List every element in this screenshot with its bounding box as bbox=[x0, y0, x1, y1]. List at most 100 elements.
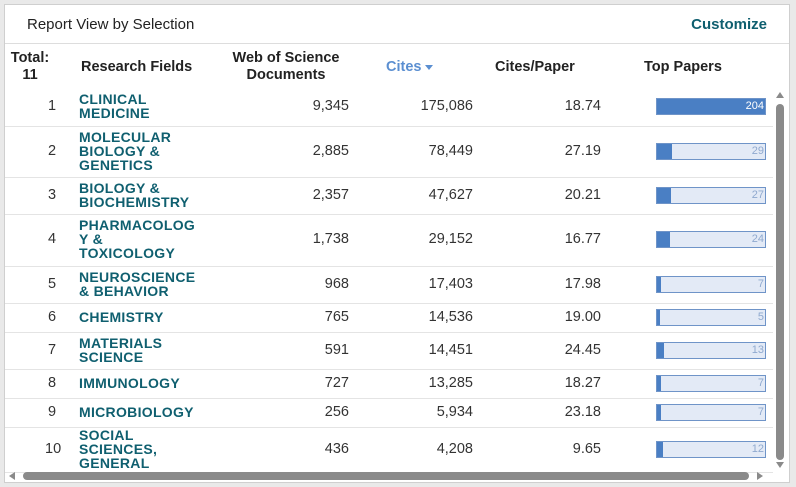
wos-documents-value: 9,345 bbox=[312, 98, 349, 114]
horizontal-scrollbar[interactable] bbox=[5, 469, 773, 482]
top-papers-count: 13 bbox=[751, 343, 764, 356]
report-panel: Report View by Selection Customize Total… bbox=[4, 4, 790, 483]
table-row: 5 NEUROSCIENCE & BEHAVIOR 968 17,403 17.98 7 bbox=[5, 266, 773, 304]
cites-per-paper-value: 18.74 bbox=[564, 98, 601, 114]
top-papers-bar[interactable]: 27 bbox=[656, 186, 766, 204]
top-papers-bar-fill bbox=[657, 143, 672, 159]
wos-documents-value: 968 bbox=[324, 275, 349, 292]
research-field-link[interactable]: SOCIAL SCIENCES, GENERAL bbox=[79, 426, 158, 471]
row-rank: 8 bbox=[47, 374, 57, 391]
customize-link[interactable]: Customize bbox=[691, 16, 767, 33]
top-papers-count: 12 bbox=[751, 442, 764, 455]
top-papers-header[interactable]: Top Papers bbox=[644, 59, 722, 75]
row-rank: 6 bbox=[47, 308, 57, 325]
row-rank: 2 bbox=[47, 142, 57, 159]
wos-documents-value: 591 bbox=[324, 341, 349, 358]
top-papers-bar-fill bbox=[657, 309, 660, 325]
cites-value: 5,934 bbox=[436, 403, 473, 420]
total-label: Total: bbox=[10, 50, 50, 66]
table-header: Total: 11 Research Fields Web of Science… bbox=[5, 44, 789, 88]
top-papers-bar-fill bbox=[657, 276, 661, 292]
table-row: 6 CHEMISTRY 765 14,536 19.00 5 bbox=[5, 303, 773, 333]
panel-title: Report View by Selection bbox=[27, 16, 195, 33]
cites-header-label: Cites bbox=[386, 59, 422, 75]
cites-header[interactable]: Cites bbox=[386, 59, 474, 76]
vertical-scrollbar[interactable] bbox=[773, 88, 787, 472]
wos-documents-value: 765 bbox=[324, 308, 349, 325]
cites-per-paper-value: 20.21 bbox=[564, 186, 601, 203]
wos-documents-value: 436 bbox=[324, 440, 349, 457]
vertical-scroll-thumb[interactable] bbox=[776, 104, 784, 460]
research-field-link[interactable]: CLINICAL MEDICINE bbox=[79, 91, 150, 121]
panel-header: Report View by Selection Customize bbox=[5, 5, 789, 44]
row-rank: 1 bbox=[47, 98, 57, 114]
research-field-link[interactable]: MOLECULAR BIOLOGY & GENETICS bbox=[79, 128, 172, 173]
cites-per-paper-value: 16.77 bbox=[564, 231, 601, 247]
top-papers-bar[interactable]: 204 bbox=[656, 98, 766, 115]
top-papers-bar[interactable]: 24 bbox=[656, 231, 766, 248]
wos-documents-value: 2,357 bbox=[312, 186, 349, 203]
top-papers-bar[interactable]: 13 bbox=[656, 341, 766, 359]
wos-documents-header[interactable]: Web of Science Documents bbox=[223, 50, 349, 84]
top-papers-bar-fill bbox=[657, 404, 661, 420]
top-papers-bar[interactable]: 12 bbox=[656, 440, 766, 458]
cites-per-paper-value: 19.00 bbox=[564, 308, 601, 325]
wos-documents-value: 727 bbox=[324, 374, 349, 391]
top-papers-bar[interactable]: 7 bbox=[656, 403, 766, 421]
research-field-link[interactable]: NEUROSCIENCE & BEHAVIOR bbox=[79, 268, 196, 299]
horizontal-scroll-thumb[interactable] bbox=[23, 472, 749, 480]
top-papers-count: 24 bbox=[751, 233, 764, 245]
research-field-link[interactable]: IMMUNOLOGY bbox=[79, 374, 180, 391]
row-rank: 5 bbox=[47, 275, 57, 292]
top-papers-count: 27 bbox=[751, 188, 764, 201]
row-rank: 7 bbox=[47, 341, 57, 358]
table-row: 7 MATERIALS SCIENCE 591 14,451 24.45 13 bbox=[5, 332, 773, 370]
table-row: 1 CLINICAL MEDICINE 9,345 175,086 18.74 204 bbox=[5, 88, 773, 127]
top-papers-bar[interactable]: 7 bbox=[656, 374, 766, 392]
research-field-link[interactable]: MICROBIOLOGY bbox=[79, 403, 194, 420]
research-field-link[interactable]: CHEMISTRY bbox=[79, 308, 164, 325]
cites-per-paper-value: 24.45 bbox=[564, 341, 601, 358]
cites-per-paper-value: 27.19 bbox=[564, 142, 601, 159]
cites-per-paper-value: 23.18 bbox=[564, 403, 601, 420]
wos-documents-value: 2,885 bbox=[312, 142, 349, 159]
top-papers-count: 7 bbox=[757, 376, 764, 389]
research-field-link[interactable]: BIOLOGY & BIOCHEMISTRY bbox=[79, 179, 190, 210]
table-row: 8 IMMUNOLOGY 727 13,285 18.27 7 bbox=[5, 369, 773, 399]
wos-documents-value: 1,738 bbox=[312, 231, 349, 247]
top-papers-bar[interactable]: 29 bbox=[656, 142, 766, 160]
research-field-link[interactable]: PHARMACOLOG Y & TOXICOLOGY bbox=[79, 217, 196, 261]
table-row: 2 MOLECULAR BIOLOGY & GENETICS 2,885 78,449 27… bbox=[5, 126, 773, 178]
sort-desc-icon bbox=[425, 64, 434, 70]
top-papers-bar-fill bbox=[657, 441, 663, 457]
top-papers-bar[interactable]: 5 bbox=[656, 308, 766, 326]
scroll-down-icon[interactable] bbox=[776, 462, 784, 468]
cites-value: 4,208 bbox=[436, 440, 473, 457]
top-papers-bar[interactable]: 7 bbox=[656, 275, 766, 293]
cites-value: 17,403 bbox=[428, 275, 473, 292]
row-rank: 4 bbox=[47, 231, 57, 247]
scroll-up-icon[interactable] bbox=[776, 92, 784, 98]
cites-per-paper-value: 18.27 bbox=[564, 374, 601, 391]
cites-per-paper-value: 17.98 bbox=[564, 275, 601, 292]
top-papers-bar-fill bbox=[657, 187, 671, 203]
cites-value: 175,086 bbox=[420, 98, 473, 114]
top-papers-bar-fill bbox=[657, 375, 661, 391]
top-papers-count: 29 bbox=[751, 144, 764, 157]
total-count: 11 bbox=[22, 67, 38, 83]
wos-documents-value: 256 bbox=[324, 403, 349, 420]
cites-value: 14,451 bbox=[428, 341, 473, 358]
table-row: 10 SOCIAL SCIENCES, GENERAL 436 4,208 9.65 12 bbox=[5, 427, 773, 473]
research-field-link[interactable]: MATERIALS SCIENCE bbox=[79, 334, 163, 365]
research-fields-header[interactable]: Research Fields bbox=[81, 59, 193, 75]
total-header: Total: 11 bbox=[7, 50, 53, 84]
cites-per-paper-header[interactable]: Cites/Paper bbox=[495, 59, 575, 75]
top-papers-count: 204 bbox=[745, 100, 764, 112]
top-papers-bar-fill bbox=[657, 232, 670, 247]
table-row: 9 MICROBIOLOGY 256 5,934 23.18 7 bbox=[5, 398, 773, 428]
scroll-left-icon[interactable] bbox=[9, 472, 15, 480]
cites-value: 13,285 bbox=[428, 374, 473, 391]
scroll-right-icon[interactable] bbox=[757, 472, 763, 480]
cites-value: 47,627 bbox=[428, 186, 473, 203]
top-papers-bar-fill bbox=[657, 99, 765, 114]
